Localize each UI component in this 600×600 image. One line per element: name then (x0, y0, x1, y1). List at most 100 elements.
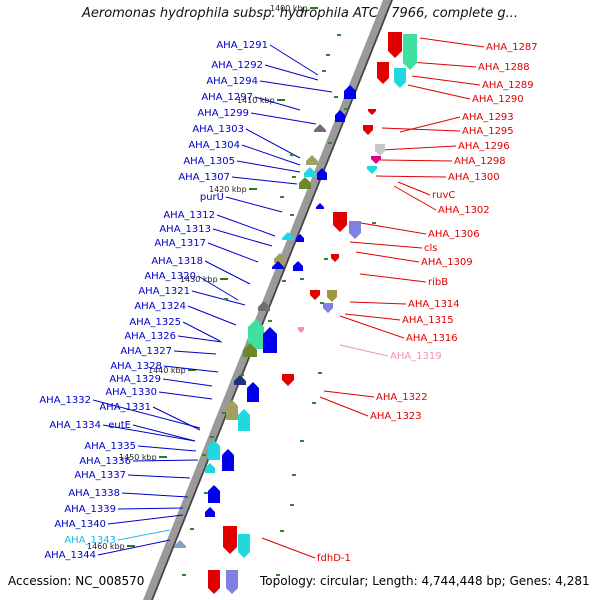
gene-label-ribb[interactable]: ribB (428, 277, 448, 288)
gene-label-aha_1337[interactable]: AHA_1337 (74, 470, 126, 481)
gene-arrow-plus[interactable] (335, 110, 345, 122)
gene-label-aha_1339[interactable]: AHA_1339 (64, 504, 116, 515)
gene-label-eute[interactable]: eutE (108, 420, 131, 431)
gene-arrow-plus[interactable] (274, 253, 286, 263)
gene-label-aha_1325[interactable]: AHA_1325 (129, 317, 181, 328)
gene-label-aha_1340[interactable]: AHA_1340 (54, 519, 106, 530)
gene-label-aha_1318[interactable]: AHA_1318 (151, 256, 203, 267)
gene-label-aha_1327[interactable]: AHA_1327 (120, 346, 172, 357)
gene-label-aha_1334[interactable]: AHA_1334 (49, 420, 101, 431)
gene-label-aha_1338[interactable]: AHA_1338 (68, 488, 120, 499)
gene-label-aha-1319[interactable]: AHA_1319 (390, 351, 442, 362)
gene-arrow-minus[interactable] (310, 290, 320, 300)
gene-arrow-minus[interactable] (367, 166, 377, 174)
gene-label-aha_1329[interactable]: AHA_1329 (109, 374, 161, 385)
gene-arrow-plus[interactable] (174, 540, 186, 548)
gene-arrow-plus[interactable] (258, 301, 270, 311)
gene-arrow-minus[interactable] (223, 526, 237, 554)
gene-label-aha-1298[interactable]: AHA_1298 (454, 156, 506, 167)
gene-arrow-minus[interactable] (371, 156, 381, 164)
gene-label-aha_1336[interactable]: AHA_1336 (79, 456, 131, 467)
gene-label-cls[interactable]: cls (424, 243, 438, 254)
gene-arrow-minus[interactable] (208, 570, 220, 594)
gene-label-aha_1321[interactable]: AHA_1321 (138, 286, 190, 297)
gene-label-aha_1335[interactable]: AHA_1335 (84, 441, 136, 452)
gene-label-aha_1317[interactable]: AHA_1317 (154, 238, 206, 249)
gene-arrow-plus[interactable] (304, 167, 316, 177)
gene-label-aha-1322[interactable]: AHA_1322 (376, 392, 428, 403)
gene-label-aha-1306[interactable]: AHA_1306 (428, 229, 480, 240)
gene-label-aha_1326[interactable]: AHA_1326 (124, 331, 176, 342)
gene-arrow-minus[interactable] (333, 212, 347, 232)
gene-label-aha-1323[interactable]: AHA_1323 (370, 411, 422, 422)
gene-label-aha-1300[interactable]: AHA_1300 (448, 172, 500, 183)
gene-label-aha_1312[interactable]: AHA_1312 (163, 210, 215, 221)
gene-arrow-plus[interactable] (293, 261, 303, 271)
gene-arrow-minus[interactable] (403, 34, 417, 70)
gene-arrow-plus[interactable] (296, 234, 304, 242)
gene-label-aha_1332[interactable]: AHA_1332 (39, 395, 91, 406)
gene-arrow-plus[interactable] (205, 463, 215, 473)
gene-arrow-plus[interactable] (205, 507, 215, 517)
gene-arrow-plus[interactable] (222, 449, 234, 471)
gene-arrow-minus[interactable] (349, 221, 361, 239)
gene-label-aha_1291[interactable]: AHA_1291 (216, 40, 268, 51)
gene-label-aha-1315[interactable]: AHA_1315 (402, 315, 454, 326)
gene-arrow-minus[interactable] (375, 144, 385, 156)
gene-arrow-minus[interactable] (323, 303, 333, 313)
gene-label-aha-1296[interactable]: AHA_1296 (458, 141, 510, 152)
gene-arrow-minus[interactable] (238, 534, 250, 558)
gene-label-aha_1299[interactable]: AHA_1299 (197, 108, 249, 119)
gene-label-aha_1343[interactable]: AHA_1343 (64, 535, 116, 546)
gene-label-aha_1307[interactable]: AHA_1307 (178, 172, 230, 183)
gene-label-aha-1316[interactable]: AHA_1316 (406, 333, 458, 344)
gene-label-aha-1295[interactable]: AHA_1295 (462, 126, 514, 137)
gene-label-aha-1314[interactable]: AHA_1314 (408, 299, 460, 310)
gene-label-aha_1320[interactable]: AHA_1320 (144, 271, 196, 282)
gene-label-aha_1324[interactable]: AHA_1324 (134, 301, 186, 312)
gene-arrow-plus[interactable] (282, 232, 294, 240)
gene-label-aha_1294[interactable]: AHA_1294 (206, 76, 258, 87)
gene-arrow-plus[interactable] (208, 440, 220, 460)
gene-arrow-plus[interactable] (247, 382, 259, 402)
gene-label-fdhd-1[interactable]: fdhD-1 (317, 553, 351, 564)
gene-arrow-minus[interactable] (388, 32, 402, 58)
gene-arrow-plus[interactable] (208, 485, 220, 503)
gene-label-aha_1304[interactable]: AHA_1304 (188, 140, 240, 151)
gene-label-aha-1289[interactable]: AHA_1289 (482, 80, 534, 91)
gene-label-aha-1309[interactable]: AHA_1309 (421, 257, 473, 268)
gene-arrow-plus[interactable] (234, 375, 246, 385)
gene-label-aha-1288[interactable]: AHA_1288 (478, 62, 530, 73)
gene-label-aha-1293[interactable]: AHA_1293 (462, 112, 514, 123)
gene-arrow-plus[interactable] (248, 319, 264, 349)
gene-label-aha_1303[interactable]: AHA_1303 (192, 124, 244, 135)
gene-label-aha_1330[interactable]: AHA_1330 (105, 387, 157, 398)
gene-arrow-plus[interactable] (344, 85, 356, 99)
gene-label-aha_1331[interactable]: AHA_1331 (99, 402, 151, 413)
gene-arrow-plus[interactable] (306, 155, 318, 165)
gene-label-aha_1297[interactable]: AHA_1297 (201, 92, 253, 103)
gene-arrow-minus[interactable] (331, 254, 339, 262)
gene-label-aha_1305[interactable]: AHA_1305 (183, 156, 235, 167)
gene-label-aha-1290[interactable]: AHA_1290 (472, 94, 524, 105)
gene-arrow-minus[interactable] (298, 327, 304, 333)
gene-label-aha-1302[interactable]: AHA_1302 (438, 205, 490, 216)
gene-arrow-plus[interactable] (226, 400, 238, 420)
gene-arrow-minus[interactable] (377, 62, 389, 84)
gene-arrow-minus[interactable] (226, 570, 238, 594)
gene-label-puru[interactable]: purU (200, 192, 224, 203)
gene-label-aha_1313[interactable]: AHA_1313 (159, 224, 211, 235)
gene-arrow-plus[interactable] (299, 177, 311, 189)
gene-label-ruvc[interactable]: ruvC (432, 190, 455, 201)
gene-arrow-minus[interactable] (282, 374, 294, 386)
gene-arrow-plus[interactable] (238, 409, 250, 431)
gene-label-aha_1344[interactable]: AHA_1344 (44, 550, 96, 561)
gene-label-aha-1287[interactable]: AHA_1287 (486, 42, 538, 53)
gene-label-aha_1292[interactable]: AHA_1292 (211, 60, 263, 71)
gene-arrow-minus[interactable] (327, 290, 337, 302)
gene-arrow-plus[interactable] (263, 327, 277, 353)
gene-arrow-plus[interactable] (317, 168, 327, 180)
gene-arrow-minus[interactable] (363, 125, 373, 135)
gene-arrow-minus[interactable] (394, 68, 406, 88)
